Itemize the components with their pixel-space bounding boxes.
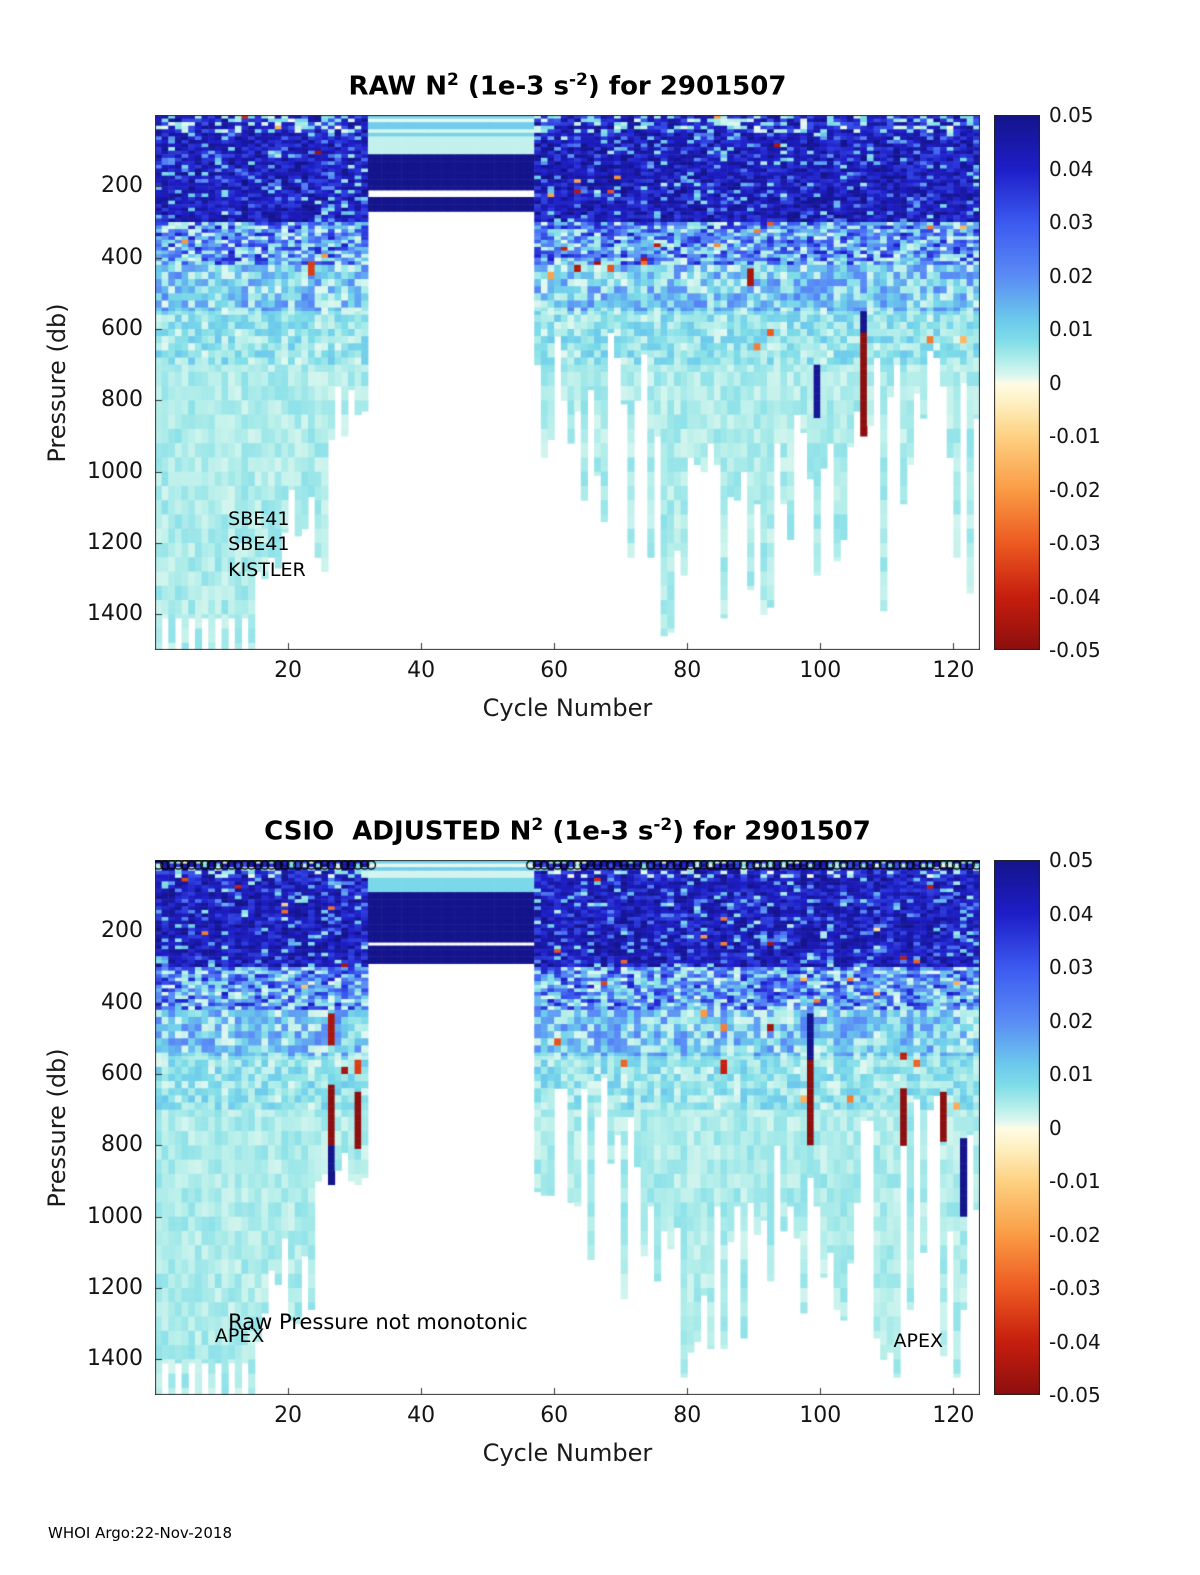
y-tick-label: 1200: [87, 1275, 143, 1300]
y-tick-label: 600: [101, 1061, 143, 1086]
x-tick-label: 60: [540, 658, 569, 683]
heatmap-raw-n2: [155, 115, 980, 650]
y-tick-label: 200: [101, 173, 143, 199]
colorbar-tick-label: 0.04: [1049, 156, 1094, 181]
x-tick-label: 40: [407, 658, 436, 683]
title-superscript: 2: [531, 815, 544, 835]
colorbar-tick-label: 0.05: [1049, 848, 1094, 872]
colorbar-tick-label: -0.02: [1049, 477, 1101, 502]
title-text: ) for 2901507: [587, 71, 787, 102]
colorbar-tick-label: -0.05: [1049, 638, 1101, 662]
colorbar-tick-label: 0.03: [1049, 210, 1094, 234]
x-axis-label: Cycle Number: [482, 1439, 653, 1467]
x-axis-label: Cycle Number: [482, 694, 653, 722]
colorbar-tick-label: -0.01: [1049, 424, 1101, 448]
x-tick-label: 20: [274, 1403, 303, 1428]
annotation-sbe41: SBE41: [228, 507, 290, 530]
colorbar-adjusted-n2: [994, 860, 1040, 1395]
title-text: (1e-3 s: [458, 71, 569, 102]
x-tick-label: 80: [673, 658, 702, 683]
colorbar-tick-label: 0.04: [1049, 901, 1094, 926]
colorbar-tick-label: -0.04: [1049, 584, 1101, 609]
colorbar-tick-label: 0: [1049, 370, 1062, 395]
colorbar-tick-label: 0.05: [1049, 103, 1094, 127]
y-tick-label: 800: [101, 1132, 143, 1158]
title-text: ) for 2901507: [672, 816, 871, 847]
y-tick-label: 200: [101, 918, 143, 944]
x-tick-label: 100: [799, 1403, 842, 1428]
colorbar-raw-n2: [994, 115, 1040, 650]
x-tick-label: 20: [274, 658, 303, 683]
y-tick-label: 600: [101, 316, 143, 341]
colorbar-tick-label: 0.02: [1049, 1008, 1094, 1033]
y-tick-label: 1400: [87, 1346, 143, 1372]
y-tick-label: 1000: [87, 1203, 143, 1229]
title-superscript: -2: [568, 70, 588, 90]
heatmap-adjusted-n2: [155, 860, 980, 1395]
x-tick-label: 100: [799, 658, 842, 683]
colorbar-tick-label: -0.03: [1049, 531, 1101, 555]
x-tick-label: 120: [932, 658, 975, 683]
y-tick-label: 800: [101, 387, 143, 413]
title-text: (1e-3 s: [543, 816, 654, 847]
x-tick-label: 40: [407, 1403, 436, 1428]
colorbar-tick-label: -0.02: [1049, 1222, 1101, 1247]
colorbar-tick-label: -0.04: [1049, 1329, 1101, 1354]
colorbar-tick-label: -0.05: [1049, 1383, 1101, 1407]
y-tick-label: 1000: [87, 458, 143, 484]
x-tick-label: 60: [540, 1403, 569, 1428]
colorbar-tick-label: 0.01: [1049, 1062, 1094, 1086]
y-tick-label: 400: [101, 244, 143, 270]
colorbar-tick-label: 0.01: [1049, 317, 1094, 341]
y-tick-label: 400: [101, 989, 143, 1015]
title-text: CSIO ADJUSTED N: [264, 816, 532, 847]
colorbar-tick-label: -0.03: [1049, 1276, 1101, 1300]
colorbar-tick-label: -0.01: [1049, 1169, 1101, 1193]
colorbar-tick-label: 0: [1049, 1115, 1062, 1140]
y-tick-label: 1200: [87, 530, 143, 555]
annotation-apex: APEX: [893, 1330, 943, 1353]
colorbar-tick-label: 0.03: [1049, 955, 1094, 979]
annotation-kistler: KISTLER: [228, 558, 306, 581]
x-tick-label: 80: [673, 1403, 702, 1428]
x-tick-label: 120: [932, 1403, 975, 1428]
annotation-sbe41: SBE41: [228, 533, 290, 556]
y-tick-label: 1400: [87, 601, 143, 627]
footer-credit: WHOI Argo:22-Nov-2018: [48, 1524, 232, 1542]
title-superscript: 2: [447, 70, 459, 90]
title-text: RAW N: [348, 71, 448, 102]
annotation-apex: APEX: [214, 1325, 265, 1348]
chart-title-raw-n2: RAW N2 (1e-3 s-2) for 2901507: [155, 70, 980, 102]
annotation-raw-pressure-not-monotonic: Raw Pressure not monotonic: [228, 1309, 528, 1334]
title-superscript: -2: [653, 815, 673, 835]
colorbar-tick-label: 0.02: [1049, 263, 1094, 288]
chart-title-adjusted-n2: CSIO ADJUSTED N2 (1e-3 s-2) for 2901507: [155, 815, 980, 847]
